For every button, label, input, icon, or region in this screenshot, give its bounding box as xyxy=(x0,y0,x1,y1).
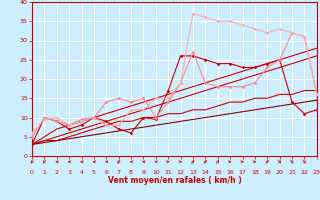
X-axis label: Vent moyen/en rafales ( km/h ): Vent moyen/en rafales ( km/h ) xyxy=(108,176,241,185)
